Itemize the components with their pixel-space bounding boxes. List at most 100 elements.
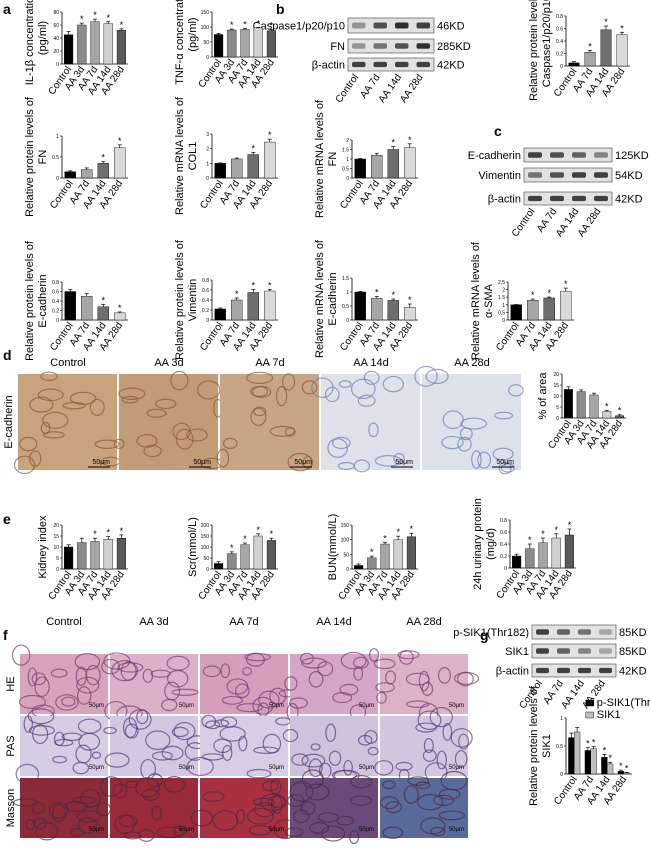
bar xyxy=(393,539,403,570)
scale-bar-label: 50μm xyxy=(449,827,464,833)
y-tick-label: 1.5 xyxy=(498,295,505,301)
blot-strip xyxy=(523,167,613,183)
tissue-structure xyxy=(284,827,304,838)
blot-size-label: 85KD xyxy=(619,646,647,658)
tissue-structure xyxy=(27,667,38,687)
y-tick-label: 0 xyxy=(56,62,59,68)
y-tick-label: 0.2 xyxy=(556,52,563,58)
column-title: AA 14d xyxy=(316,616,351,628)
y-axis-label: E-cadherin xyxy=(37,274,49,327)
tissue-structure xyxy=(112,783,128,799)
y-tick-label: 2 xyxy=(346,138,349,144)
column-title: Control xyxy=(50,357,85,369)
significance-star: * xyxy=(391,138,395,148)
blot-band xyxy=(599,648,612,654)
tissue-structure xyxy=(100,776,123,797)
tissue-structure xyxy=(89,398,105,417)
y-axis-label: (mg/d) xyxy=(485,528,497,560)
tissue-structure xyxy=(338,380,352,388)
tissue-structure xyxy=(147,773,164,788)
tissue-structure xyxy=(349,830,360,845)
blot-band xyxy=(550,195,564,202)
significance-star: * xyxy=(270,529,274,539)
column-title: AA 14d xyxy=(353,357,388,369)
tissue-structure xyxy=(77,718,102,734)
scale-bar-label: 50μm xyxy=(193,459,211,466)
tissue-structure xyxy=(357,734,373,746)
tissue-structure xyxy=(308,671,324,688)
y-axis-label: Scr(mmol/L) xyxy=(187,517,199,577)
tissue-structure xyxy=(382,780,396,790)
y-tick-label: 0 xyxy=(346,318,349,324)
bar xyxy=(103,539,113,570)
scale-bar-label: 50μm xyxy=(179,827,194,833)
significance-star: * xyxy=(270,21,274,31)
tissue-structure xyxy=(382,826,404,839)
significance-star: * xyxy=(625,763,629,773)
tissue-structure xyxy=(332,436,351,450)
tissue-structure xyxy=(460,417,488,430)
y-tick-label: 20 xyxy=(53,49,59,55)
blot-strip xyxy=(347,57,435,72)
blot-band xyxy=(578,648,591,654)
y-axis-label: Relative mRNA levels of xyxy=(174,96,186,215)
tissue-structure xyxy=(301,380,318,395)
significance-star: * xyxy=(620,23,624,33)
tissue-structure xyxy=(291,753,309,766)
y-tick-label: 1 xyxy=(346,157,349,163)
tissue-structure xyxy=(248,824,273,836)
y-tick-label: 0 xyxy=(560,772,563,778)
tissue-structure xyxy=(216,448,230,468)
y-tick-label: 0.5 xyxy=(556,744,563,750)
tissue-structure xyxy=(202,791,225,802)
significance-star: * xyxy=(603,745,607,755)
blot-band xyxy=(352,22,366,29)
blot-size-label: 54KD xyxy=(615,170,643,182)
panel-letter: e xyxy=(3,511,11,527)
significance-star: * xyxy=(568,520,572,530)
tissue-structure xyxy=(28,725,55,736)
tissue-structure xyxy=(284,676,298,691)
y-tick-label: 0 xyxy=(206,318,209,324)
significance-star: * xyxy=(120,20,124,30)
tissue-structure xyxy=(308,758,323,778)
tissue-structure xyxy=(155,398,177,409)
y-tick-label: 50 xyxy=(203,40,209,46)
y-tick-label: 0 xyxy=(502,318,505,324)
tissue-structure xyxy=(235,809,246,824)
tissue-structure xyxy=(494,411,514,420)
bar xyxy=(590,748,597,775)
tissue-structure xyxy=(104,752,130,768)
tissue-structure xyxy=(457,436,472,452)
tissue-structure xyxy=(166,655,190,671)
tissue-structure xyxy=(407,776,430,786)
lane-label: AA 28d xyxy=(576,206,604,239)
tissue-structure xyxy=(415,781,431,790)
tissue-structure xyxy=(382,375,404,393)
scale-bar-label: 50μm xyxy=(496,459,514,466)
tissue-structure xyxy=(220,716,238,728)
tissue-structure xyxy=(156,826,184,839)
blot-band xyxy=(416,43,430,49)
tissue-structure xyxy=(363,370,380,385)
column-title: AA 28d xyxy=(454,357,489,369)
y-tick-label: 20 xyxy=(553,372,559,378)
row-label: PAS xyxy=(5,735,17,756)
blot-size-label: 42KD xyxy=(437,60,465,72)
tissue-structure xyxy=(253,406,267,417)
bar xyxy=(116,538,126,570)
significance-star: * xyxy=(243,20,247,30)
y-tick-label: 0 xyxy=(560,64,563,70)
tissue-structure xyxy=(196,380,221,400)
bar xyxy=(114,312,126,321)
tissue-structure xyxy=(35,821,59,841)
tissue-structure xyxy=(332,691,353,704)
significance-star: * xyxy=(251,281,255,291)
tissue-structure xyxy=(222,437,238,450)
tissue-structure xyxy=(221,695,243,705)
y-tick-label: 150 xyxy=(341,523,350,529)
scale-bar-label: 50μm xyxy=(269,765,284,771)
significance-star: * xyxy=(592,738,596,748)
tissue-structure xyxy=(293,809,310,823)
